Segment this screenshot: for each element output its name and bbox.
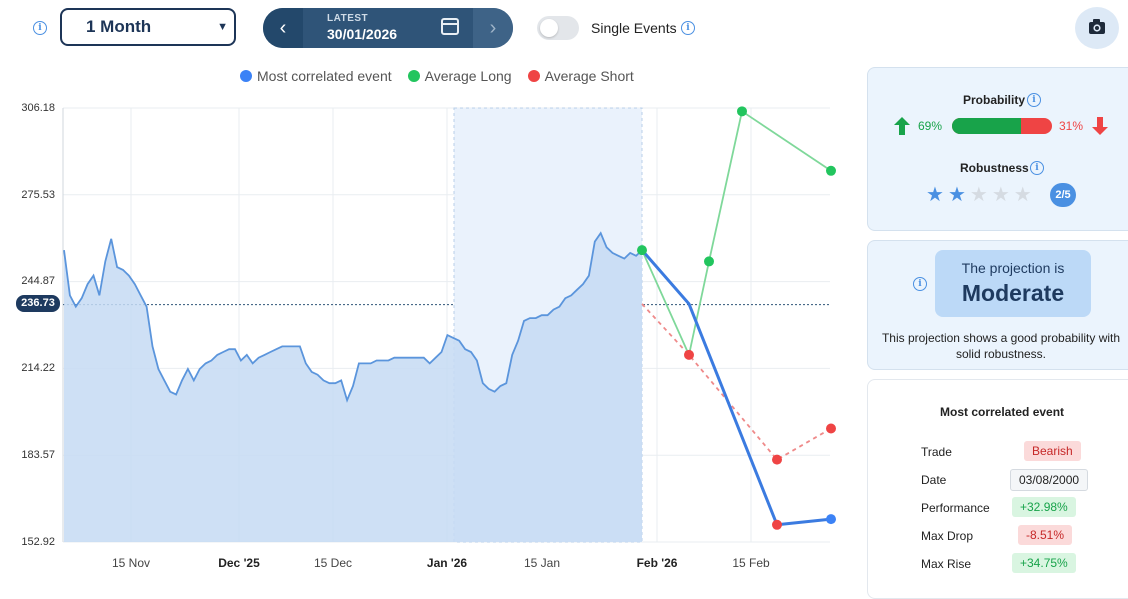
probability-info-icon[interactable]: i bbox=[1027, 93, 1041, 107]
projection-strength: Moderate bbox=[961, 280, 1065, 306]
y-tick-label: 244.87 bbox=[21, 275, 55, 287]
event-date-badge: 03/08/2000 bbox=[1010, 469, 1089, 491]
projection-box: The projection is Moderate bbox=[935, 250, 1091, 317]
probability-panel: Probability i 69% 31% Robustness i ★ ★ ★ ★ ★… bbox=[867, 67, 1128, 231]
x-tick-label: 15 Dec bbox=[313, 556, 353, 570]
robustness-info-icon[interactable]: i bbox=[1030, 161, 1044, 175]
x-tick-label: 15 Feb bbox=[732, 556, 770, 570]
chevron-left-icon: ‹ bbox=[279, 16, 287, 39]
event-row-label: Max Drop bbox=[921, 529, 974, 543]
legend-item-average-long[interactable]: Average Long bbox=[407, 68, 512, 84]
single-events-label: Single Events bbox=[591, 20, 677, 36]
next-date-button[interactable]: › bbox=[473, 8, 513, 48]
average-long-point bbox=[826, 165, 836, 176]
x-tick-label: Feb '26 bbox=[636, 556, 678, 570]
event-panel: Most correlated event Trade Bearish Date… bbox=[867, 379, 1128, 599]
date-navigator: ‹ LATEST 30/01/2026 › bbox=[263, 8, 513, 48]
period-select-value: 1 Month bbox=[86, 17, 152, 36]
star-icon: ★ bbox=[947, 184, 966, 206]
most-correlated-line bbox=[640, 249, 832, 527]
screenshot-button[interactable] bbox=[1075, 7, 1119, 49]
date-nav-label: LATEST bbox=[327, 13, 369, 24]
y-tick-label: 275.53 bbox=[21, 189, 55, 201]
y-tick-label: 306.18 bbox=[21, 102, 55, 114]
legend-item-average-short[interactable]: Average Short bbox=[527, 68, 634, 84]
toggle-knob bbox=[540, 19, 558, 37]
period-info-icon[interactable]: i bbox=[33, 21, 47, 35]
single-events-toggle[interactable] bbox=[537, 16, 579, 40]
price-area bbox=[64, 233, 642, 542]
star-icon: ★ bbox=[926, 184, 944, 206]
y-tick-label: 214.22 bbox=[21, 362, 55, 374]
event-trade-badge: Bearish bbox=[1024, 441, 1081, 461]
legend-label: Most correlated event bbox=[257, 68, 392, 84]
star-icon: ★ bbox=[969, 184, 988, 206]
legend-label: Average Short bbox=[544, 68, 634, 84]
most-correlated-point bbox=[826, 514, 836, 525]
long-probability: 69% bbox=[918, 119, 943, 133]
current-value-badge: 236.73 bbox=[16, 295, 60, 312]
arrow-down-icon bbox=[1092, 117, 1108, 135]
robustness-stars: ★ ★ ★ ★ ★ bbox=[926, 185, 1032, 205]
calendar-icon[interactable] bbox=[441, 18, 459, 35]
legend-item-most-correlated[interactable]: Most correlated event bbox=[240, 68, 392, 84]
legend-label: Average Long bbox=[424, 68, 512, 84]
period-select[interactable]: 1 Month ▼ bbox=[60, 8, 236, 46]
average-long-point bbox=[737, 106, 747, 117]
projection-panel: i The projection is Moderate This projec… bbox=[867, 240, 1128, 370]
probability-bar bbox=[952, 118, 1052, 134]
x-tick-label: 15 Nov bbox=[111, 556, 151, 570]
event-row-label: Performance bbox=[921, 501, 990, 515]
star-icon: ★ bbox=[1013, 184, 1032, 206]
average-short-point bbox=[772, 519, 782, 530]
average-long-point bbox=[704, 256, 714, 267]
robustness-title: Robustness bbox=[960, 161, 1029, 175]
legend-dot bbox=[527, 70, 540, 82]
event-maxdrop-badge: -8.51% bbox=[1018, 525, 1073, 545]
legend-dot bbox=[240, 70, 252, 82]
robustness-badge: 2/5 bbox=[1050, 183, 1076, 207]
average-short-line bbox=[641, 303, 832, 461]
chevron-down-icon: ▼ bbox=[217, 21, 228, 33]
average-short-point bbox=[772, 454, 782, 465]
chevron-right-icon: › bbox=[489, 16, 497, 39]
event-maxrise-badge: +34.75% bbox=[1012, 553, 1076, 573]
arrow-up-icon bbox=[894, 117, 910, 135]
event-row-label: Date bbox=[921, 473, 947, 487]
projection-info-icon[interactable]: i bbox=[913, 277, 927, 291]
average-long-point bbox=[637, 245, 647, 256]
highlight-window bbox=[453, 107, 643, 543]
average-short-point bbox=[826, 423, 836, 434]
projection-description: This projection shows a good probability… bbox=[881, 331, 1121, 361]
x-tick-label: 15 Jan bbox=[523, 556, 561, 570]
y-tick-label: 183.57 bbox=[21, 449, 55, 461]
average-long-line bbox=[641, 109, 832, 358]
date-nav-value: 30/01/2026 bbox=[327, 26, 398, 42]
event-performance-badge: +32.98% bbox=[1012, 497, 1076, 517]
average-short-point bbox=[684, 349, 694, 360]
y-tick-label: 152.92 bbox=[21, 536, 55, 548]
event-row-label: Max Rise bbox=[921, 557, 972, 571]
probability-title: Probability bbox=[963, 93, 1026, 107]
price-line bbox=[63, 231, 643, 403]
star-icon: ★ bbox=[991, 184, 1010, 206]
chart-legend: Most correlated event Average Long Avera… bbox=[240, 68, 634, 84]
camera-icon bbox=[1089, 19, 1105, 34]
short-probability: 31% bbox=[1059, 119, 1084, 133]
single-events-info-icon[interactable]: i bbox=[681, 21, 695, 35]
event-title: Most correlated event bbox=[940, 405, 1065, 419]
x-tick-label: Jan '26 bbox=[426, 556, 468, 570]
event-row-label: Trade bbox=[921, 445, 952, 459]
legend-dot bbox=[407, 70, 420, 82]
probability-bar-long-fill bbox=[952, 118, 1021, 134]
projection-line1: The projection is bbox=[961, 260, 1065, 276]
prev-date-button[interactable]: ‹ bbox=[263, 8, 303, 48]
x-tick-label: Dec '25 bbox=[218, 556, 260, 570]
